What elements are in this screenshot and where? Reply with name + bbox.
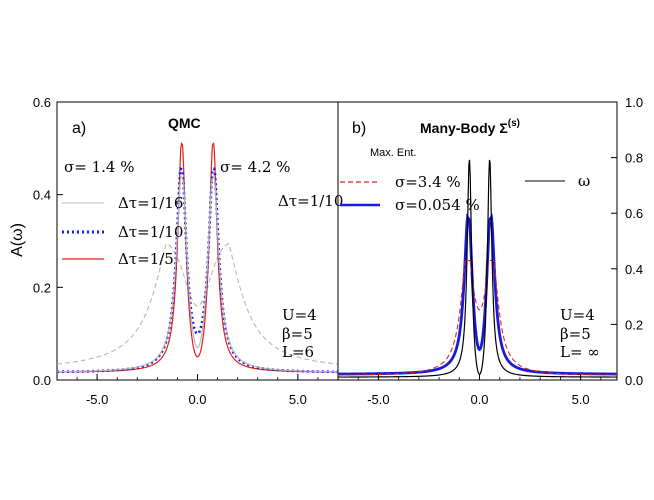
series-line-b-0 [338, 159, 617, 378]
series-line-a-3 [57, 242, 338, 365]
x-tick-label-b: 5.0 [572, 392, 590, 407]
y-tick-label-b: 0.8 [625, 151, 643, 166]
param-l-b: L= ∞ [560, 343, 600, 361]
series-line-a-0 [57, 175, 338, 373]
param-beta-b: β=5 [560, 325, 591, 343]
y-tick-label-b: 0.2 [625, 317, 643, 332]
x-tick-label-a: 5.0 [289, 392, 307, 407]
sigma-left-label: σ= 1.4 % [64, 158, 134, 176]
param-u-b: U=4 [560, 306, 595, 324]
dtau-side-label: Δτ=1/10 [278, 192, 343, 210]
x-tick-label-b: -5.0 [367, 392, 389, 407]
panel-b-title-main: Many-Body Σ [420, 120, 508, 136]
sigma-right-label: σ= 4.2 % [220, 158, 290, 176]
y-tick-label-b: 1.0 [625, 95, 643, 110]
y-tick-label-a: 0.6 [33, 95, 51, 110]
x-tick-label-b: 0.0 [470, 392, 488, 407]
param-u-a: U=4 [282, 306, 317, 324]
y-tick-label-b: 0.6 [625, 206, 643, 221]
panel-b-legend: σ=3.4 % σ=0.054 % ω [340, 172, 590, 214]
legend-label-sigma-0-054: σ=0.054 % [395, 196, 480, 214]
y-tick-label-a: 0.2 [33, 280, 51, 295]
panel-a-label: a) [72, 120, 86, 137]
panel-a-legend: Δτ=1/16 Δτ=1/10 Δτ=1/5 [62, 194, 183, 268]
panel-b-title-sup: (s) [508, 118, 520, 129]
panel-a: -5.0 0.0 5.0 0.0 0.2 0.4 0.6 [33, 95, 339, 407]
y-axis-label: A(ω) [9, 223, 26, 257]
y-tick-label-a: 0.4 [33, 188, 51, 203]
param-l-a: L=6 [282, 343, 314, 361]
param-beta-a: β=5 [282, 325, 313, 343]
x-tick-label-a: 0.0 [188, 392, 206, 407]
series-line-b-2 [338, 213, 617, 376]
legend-label-dtau-1-16: Δτ=1/16 [118, 194, 183, 212]
y-tick-label-a: 0.0 [33, 373, 51, 388]
y-tick-label-b: 0.4 [625, 262, 643, 277]
max-ent-label: Max. Ent. [370, 147, 416, 159]
plot-frame-b [337, 101, 618, 381]
panel-b: -5.0 0.0 5.0 0.0 0.2 0.4 0.6 0.8 1.0 [337, 95, 643, 407]
legend-label-dtau-1-5: Δτ=1/5 [118, 250, 174, 268]
legend-label-sigma-3-4: σ=3.4 % [395, 173, 461, 191]
legend-label-omega: ω [578, 172, 590, 190]
panel-b-label: b) [352, 120, 366, 137]
panel-a-title: QMC [168, 115, 201, 131]
x-tick-label-a: -5.0 [86, 392, 108, 407]
legend-label-dtau-1-10: Δτ=1/10 [118, 223, 183, 241]
y-tick-label-b: 0.0 [625, 373, 643, 388]
panel-b-title: Many-Body Σ(s) [420, 118, 520, 136]
series-line-b-1 [338, 259, 617, 376]
